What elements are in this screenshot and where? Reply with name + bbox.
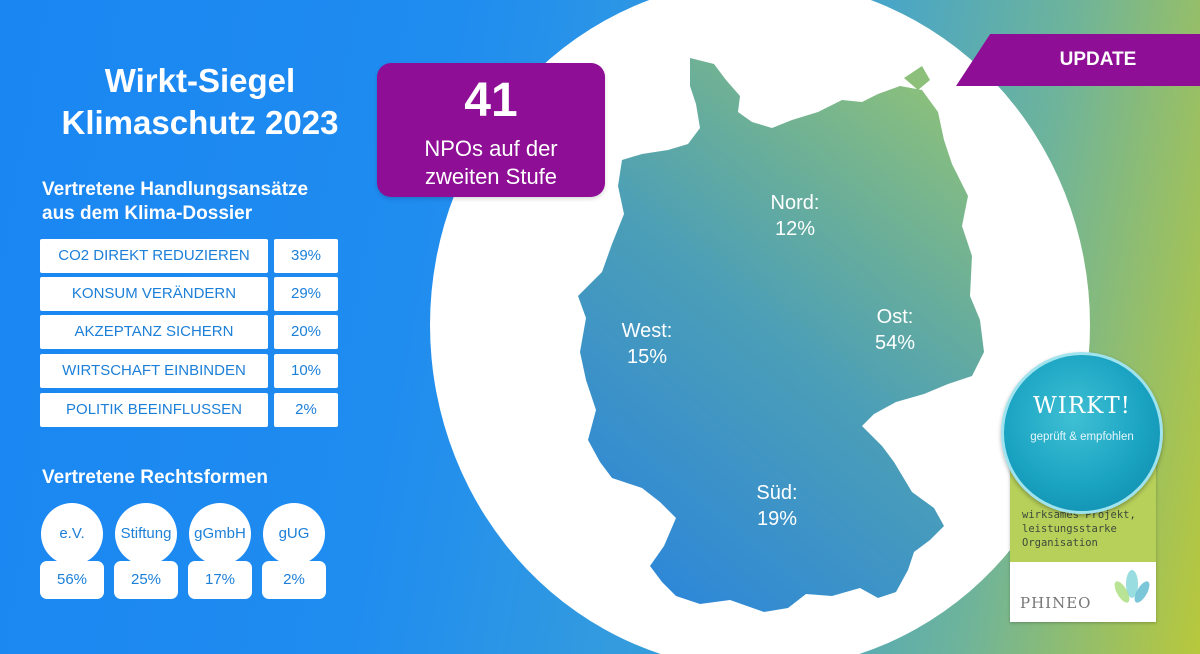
region-name: Süd:: [756, 482, 798, 504]
seal-description-line-3: Organisation: [1022, 537, 1098, 549]
phineo-logo: PHINEO: [1020, 594, 1092, 612]
region-name: Ost:: [876, 306, 914, 328]
approach-percent: 2%: [274, 393, 338, 427]
title-line-1: Wirkt-Siegel: [104, 62, 296, 99]
page-title: Wirkt-Siegel Klimaschutz 2023: [30, 60, 370, 144]
approach-percent: 10%: [274, 354, 338, 388]
approaches-heading-line-1: Vertretene Handlungsansätze: [42, 179, 309, 200]
legal-form-label: gUG: [263, 503, 325, 565]
region-name: West:: [621, 320, 673, 342]
npo-count-box: 41 NPOs auf der zweiten Stufe: [377, 63, 605, 197]
region-name: Nord:: [770, 192, 820, 214]
region-percent: 54%: [874, 332, 916, 354]
approach-percent: 39%: [274, 239, 338, 273]
leaf-icon: [1114, 570, 1150, 603]
approach-label: AKZEPTANZ SICHERN: [40, 315, 268, 349]
region-nord: Nord: 12%: [750, 190, 840, 242]
region-percent: 15%: [626, 346, 668, 368]
approach-label: CO2 DIREKT REDUZIEREN: [40, 239, 268, 273]
seal-description-line-1: wirksames Projekt,: [1022, 509, 1136, 521]
north-island-shape: [904, 66, 930, 90]
seal-description: wirksames Projekt, leistungsstarke Organ…: [1022, 508, 1152, 550]
approach-percent: 29%: [274, 277, 338, 311]
germany-map-icon: [578, 58, 984, 612]
legal-form-percent: 2%: [262, 561, 326, 599]
seal-description-line-2: leistungsstarke: [1022, 523, 1117, 535]
legal-form-label: gGmbH: [189, 503, 251, 565]
approach-label: POLITIK BEEINFLUSSEN: [40, 393, 268, 427]
region-percent: 12%: [774, 218, 816, 240]
approaches-heading-line-2: aus dem Klima-Dossier: [42, 203, 253, 224]
wirkt-seal-disc: [1001, 352, 1163, 514]
update-label: UPDATE: [1059, 49, 1137, 70]
npo-caption: NPOs auf der zweiten Stufe: [377, 135, 605, 191]
title-line-2: Klimaschutz 2023: [61, 104, 339, 141]
seal-subtitle: geprüft & empfohlen: [1030, 431, 1134, 443]
legal-form-label: Stiftung: [115, 503, 177, 565]
legal-form-percent: 56%: [40, 561, 104, 599]
legal-form-label: e.V.: [41, 503, 103, 565]
approach-percent: 20%: [274, 315, 338, 349]
approaches-heading: Vertretene Handlungsansätze aus dem Klim…: [42, 178, 308, 226]
npo-count: 41: [464, 74, 518, 127]
approach-label: KONSUM VERÄNDERN: [40, 277, 268, 311]
npo-caption-line-1: NPOs auf der: [424, 136, 558, 161]
approach-label: WIRTSCHAFT EINBINDEN: [40, 354, 268, 388]
legal-form-percent: 17%: [188, 561, 252, 599]
region-percent: 19%: [756, 508, 798, 530]
seal-title: WIRKT!: [1033, 393, 1131, 419]
update-banner: UPDATE: [956, 34, 1200, 86]
region-west: West: 15%: [602, 318, 692, 370]
region-ost: Ost: 54%: [850, 304, 940, 356]
npo-caption-line-2: zweiten Stufe: [424, 164, 558, 189]
legal-form-percent: 25%: [114, 561, 178, 599]
region-sued: Süd: 19%: [732, 480, 822, 532]
legal-forms-heading: Vertretene Rechtsformen: [42, 467, 268, 488]
